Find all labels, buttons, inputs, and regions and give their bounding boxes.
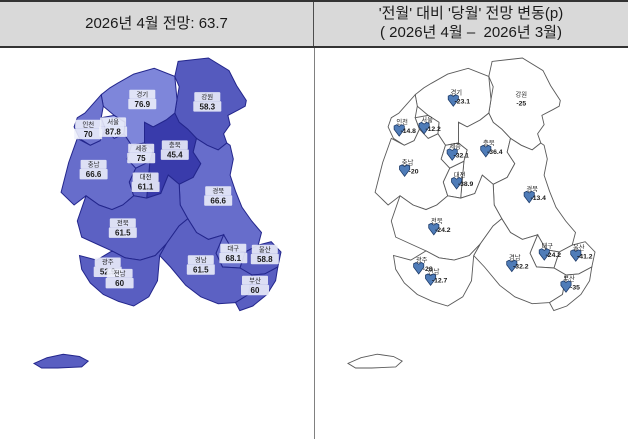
svg-text:경북: 경북 [212, 186, 224, 195]
svg-text:75: 75 [137, 154, 146, 163]
svg-text:68.1: 68.1 [226, 254, 242, 263]
svg-text:부산: 부산 [249, 276, 261, 285]
svg-text:60: 60 [115, 279, 124, 288]
svg-text:-36.4: -36.4 [487, 149, 503, 156]
svg-text:세종: 세종 [135, 144, 147, 153]
svg-text:-25: -25 [516, 101, 526, 108]
svg-text:충남: 충남 [88, 160, 100, 169]
svg-text:-38.9: -38.9 [458, 181, 474, 188]
svg-text:-35: -35 [570, 284, 580, 291]
svg-text:-24.2: -24.2 [435, 227, 451, 234]
svg-text:-32.2: -32.2 [513, 264, 529, 271]
svg-text:61.5: 61.5 [115, 229, 131, 238]
svg-text:전북: 전북 [117, 218, 129, 227]
svg-text:-24.2: -24.2 [546, 252, 562, 259]
svg-text:87.8: 87.8 [105, 128, 121, 137]
svg-text:-23.1: -23.1 [455, 98, 471, 105]
svg-text:-12.7: -12.7 [432, 277, 448, 284]
svg-text:충북: 충북 [169, 140, 181, 149]
svg-text:경기: 경기 [136, 90, 148, 99]
svg-text:61.1: 61.1 [138, 183, 154, 192]
svg-text:-20: -20 [409, 168, 419, 175]
svg-text:전남: 전남 [114, 269, 126, 278]
svg-text:66.6: 66.6 [210, 197, 226, 206]
svg-text:61.5: 61.5 [193, 265, 209, 274]
svg-text:-12.2: -12.2 [425, 126, 441, 133]
svg-text:광주: 광주 [102, 258, 114, 266]
svg-text:서울: 서울 [107, 117, 119, 126]
svg-text:45.4: 45.4 [167, 151, 183, 160]
svg-text:76.9: 76.9 [135, 100, 151, 109]
svg-text:58.8: 58.8 [257, 255, 273, 264]
svg-text:인천: 인천 [82, 119, 94, 128]
svg-text:-41.2: -41.2 [577, 253, 593, 260]
svg-text:강원: 강원 [201, 92, 213, 101]
svg-text:울산: 울산 [259, 245, 271, 254]
svg-text:70: 70 [84, 130, 93, 139]
svg-text:대전: 대전 [140, 172, 152, 181]
svg-text:-32.1: -32.1 [453, 152, 469, 159]
svg-text:-13.4: -13.4 [530, 195, 546, 202]
svg-text:경남: 경남 [195, 255, 207, 264]
svg-text:58.3: 58.3 [200, 102, 216, 111]
svg-text:대구: 대구 [227, 244, 239, 252]
svg-text:-14.8: -14.8 [400, 128, 416, 135]
svg-text:강원: 강원 [516, 90, 528, 99]
svg-text:66.6: 66.6 [86, 170, 102, 179]
svg-text:60: 60 [251, 286, 260, 295]
